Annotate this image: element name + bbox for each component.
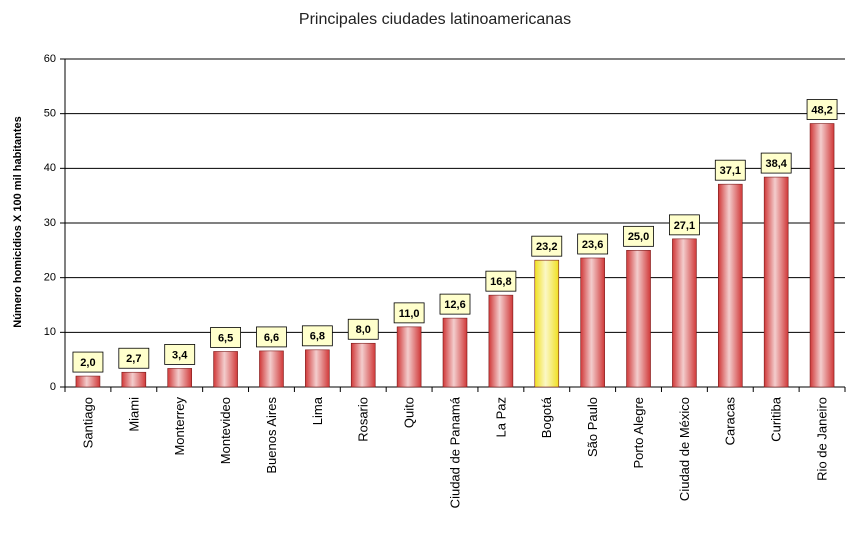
data-label: 23,6 bbox=[582, 239, 603, 251]
x-tick-label: Monterrey bbox=[172, 397, 187, 456]
x-tick-label: Bogotá bbox=[539, 396, 554, 438]
data-label: 38,4 bbox=[765, 158, 787, 170]
x-tick-label: Santiago bbox=[80, 397, 95, 448]
x-tick-label: Montevideo bbox=[218, 397, 233, 464]
x-tick-label: La Paz bbox=[493, 397, 508, 437]
y-tick-label: 50 bbox=[44, 108, 56, 120]
data-label-box bbox=[164, 344, 196, 365]
bar bbox=[259, 350, 284, 388]
x-tick-label: Ciudad de Panamá bbox=[447, 396, 462, 508]
bar bbox=[534, 259, 560, 388]
data-label-box bbox=[623, 225, 654, 247]
y-tick-label: 40 bbox=[44, 162, 56, 174]
x-tick-label: Porto Alegre bbox=[631, 397, 646, 469]
bar bbox=[809, 123, 835, 388]
data-label-box bbox=[806, 99, 838, 120]
bar bbox=[488, 294, 514, 388]
data-label-box bbox=[485, 270, 517, 292]
x-tick-label: Buenos Aires bbox=[264, 397, 279, 474]
x-tick-label: Miami bbox=[126, 397, 141, 432]
bar bbox=[213, 351, 238, 388]
x-tick-label: Caracas bbox=[723, 397, 738, 446]
data-label: 12,6 bbox=[444, 299, 465, 311]
data-label-box bbox=[72, 351, 104, 373]
x-tick-label: Quito bbox=[402, 397, 417, 428]
data-label: 37,1 bbox=[720, 165, 741, 177]
data-label: 2,7 bbox=[126, 353, 141, 365]
y-tick-label: 20 bbox=[44, 272, 56, 284]
data-label: 8,0 bbox=[356, 324, 371, 336]
data-label-box bbox=[531, 235, 563, 257]
data-label-box bbox=[669, 214, 700, 236]
data-label-box bbox=[393, 302, 425, 324]
data-label: 2,0 bbox=[80, 357, 95, 369]
data-label: 6,5 bbox=[218, 332, 233, 344]
x-tick-label: Rio de Janeiro bbox=[814, 397, 829, 481]
data-label: 6,6 bbox=[264, 332, 279, 344]
data-label-box bbox=[256, 326, 287, 348]
data-label: 48,2 bbox=[811, 104, 832, 116]
data-label: 23,2 bbox=[536, 241, 557, 253]
data-label-box bbox=[301, 325, 333, 347]
bar bbox=[626, 250, 651, 388]
bar bbox=[167, 368, 193, 388]
chart-title: Principales ciudades latinoamericanas bbox=[299, 11, 571, 28]
bar bbox=[396, 326, 422, 388]
data-label-box bbox=[577, 233, 609, 255]
data-label-box bbox=[210, 327, 241, 348]
bar bbox=[350, 342, 376, 388]
bar bbox=[763, 176, 789, 388]
data-label: 25,0 bbox=[628, 231, 649, 243]
bar bbox=[442, 317, 468, 388]
bar bbox=[75, 375, 101, 388]
data-label: 11,0 bbox=[399, 308, 420, 320]
bar bbox=[717, 183, 743, 388]
y-tick-label: 30 bbox=[44, 217, 56, 229]
y-tick-label: 0 bbox=[50, 381, 56, 393]
y-tick-label: 10 bbox=[44, 326, 56, 338]
x-tick-label: Ciudad de México bbox=[677, 397, 692, 501]
x-tick-label: Rosario bbox=[356, 397, 371, 442]
data-label: 3,4 bbox=[172, 349, 188, 361]
data-label: 16,8 bbox=[490, 276, 511, 288]
data-label: 6,8 bbox=[310, 331, 325, 343]
data-label-box bbox=[439, 293, 471, 315]
data-label: 27,1 bbox=[674, 220, 695, 232]
x-tick-label: São Paulo bbox=[585, 397, 600, 457]
x-tick-label: Curitiba bbox=[769, 396, 784, 442]
bar bbox=[580, 257, 605, 388]
data-label-box bbox=[118, 347, 150, 369]
data-label-box bbox=[760, 152, 792, 174]
bar bbox=[121, 371, 147, 388]
y-axis-label: Número homicidios X 100 mil habitantes bbox=[12, 116, 24, 328]
data-label-box bbox=[714, 159, 746, 181]
bar bbox=[305, 349, 330, 388]
bar bbox=[672, 238, 697, 388]
x-tick-label: Lima bbox=[310, 396, 325, 425]
data-label-box bbox=[347, 318, 379, 340]
y-tick-label: 60 bbox=[44, 53, 56, 65]
